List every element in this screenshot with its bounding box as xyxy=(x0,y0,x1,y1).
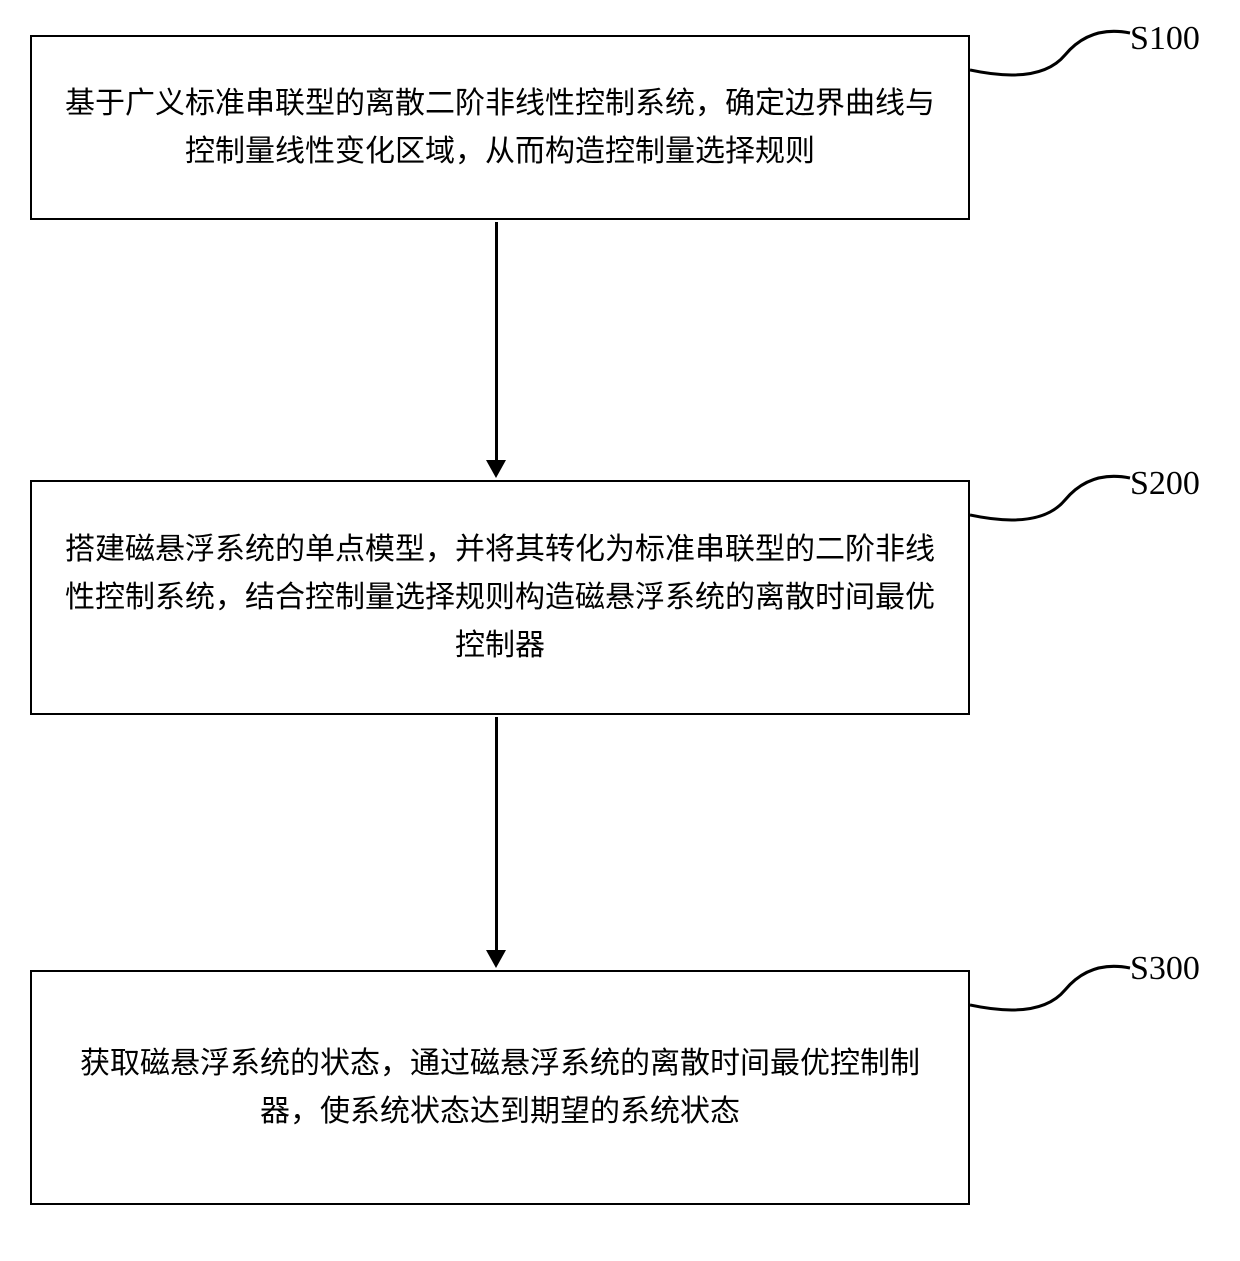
flow-box-s300: 获取磁悬浮系统的状态，通过磁悬浮系统的离散时间最优控制制器，使系统状态达到期望的… xyxy=(30,970,970,1205)
flowchart-container: 基于广义标准串联型的离散二阶非线性控制系统，确定边界曲线与控制量线性变化区域，从… xyxy=(0,0,1240,1261)
flow-text-s100: 基于广义标准串联型的离散二阶非线性控制系统，确定边界曲线与控制量线性变化区域，从… xyxy=(62,80,938,176)
step-label-s200: S200 xyxy=(1130,465,1200,503)
flow-box-s200: 搭建磁悬浮系统的单点模型，并将其转化为标准串联型的二阶非线性控制系统，结合控制量… xyxy=(30,480,970,715)
arrowhead-s100-s200 xyxy=(486,460,506,478)
bracket-s200 xyxy=(970,470,1135,540)
bracket-s100 xyxy=(970,25,1135,95)
step-label-s300: S300 xyxy=(1130,950,1200,988)
arrow-s200-s300 xyxy=(495,717,498,952)
flow-text-s200: 搭建磁悬浮系统的单点模型，并将其转化为标准串联型的二阶非线性控制系统，结合控制量… xyxy=(62,526,938,670)
arrowhead-s200-s300 xyxy=(486,950,506,968)
flow-box-s100: 基于广义标准串联型的离散二阶非线性控制系统，确定边界曲线与控制量线性变化区域，从… xyxy=(30,35,970,220)
arrow-s100-s200 xyxy=(495,222,498,462)
step-label-s100: S100 xyxy=(1130,20,1200,58)
flow-text-s300: 获取磁悬浮系统的状态，通过磁悬浮系统的离散时间最优控制制器，使系统状态达到期望的… xyxy=(62,1040,938,1136)
bracket-s300 xyxy=(970,960,1135,1030)
